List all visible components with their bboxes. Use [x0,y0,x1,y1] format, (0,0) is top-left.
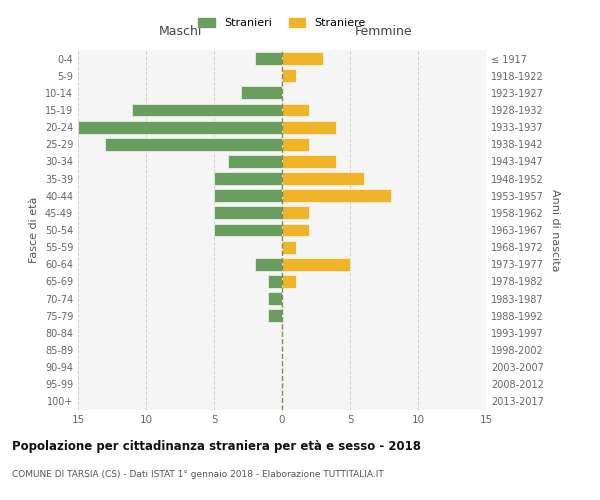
Bar [282,70,296,82]
Bar [214,172,282,185]
Bar [282,138,309,150]
Bar [282,155,337,168]
Y-axis label: Fasce di età: Fasce di età [29,197,39,263]
Bar [282,258,350,270]
Text: Femmine: Femmine [355,25,413,38]
Bar [214,190,282,202]
Bar [282,224,309,236]
Bar [282,52,323,65]
Bar [282,172,364,185]
Bar [105,138,282,150]
Bar [282,120,337,134]
Bar [282,206,309,220]
Bar [78,120,282,134]
Bar [282,190,391,202]
Text: COMUNE DI TARSIA (CS) - Dati ISTAT 1° gennaio 2018 - Elaborazione TUTTITALIA.IT: COMUNE DI TARSIA (CS) - Dati ISTAT 1° ge… [12,470,384,479]
Bar [255,258,282,270]
Bar [214,224,282,236]
Bar [241,86,282,100]
Text: Popolazione per cittadinanza straniera per età e sesso - 2018: Popolazione per cittadinanza straniera p… [12,440,421,453]
Bar [227,155,282,168]
Y-axis label: Anni di nascita: Anni di nascita [550,188,560,271]
Bar [282,275,296,288]
Bar [255,52,282,65]
Bar [268,275,282,288]
Bar [268,310,282,322]
Bar [282,104,309,117]
Text: Maschi: Maschi [158,25,202,38]
Legend: Stranieri, Straniere: Stranieri, Straniere [194,13,370,32]
Bar [268,292,282,305]
Bar [214,206,282,220]
Bar [133,104,282,117]
Bar [282,240,296,254]
